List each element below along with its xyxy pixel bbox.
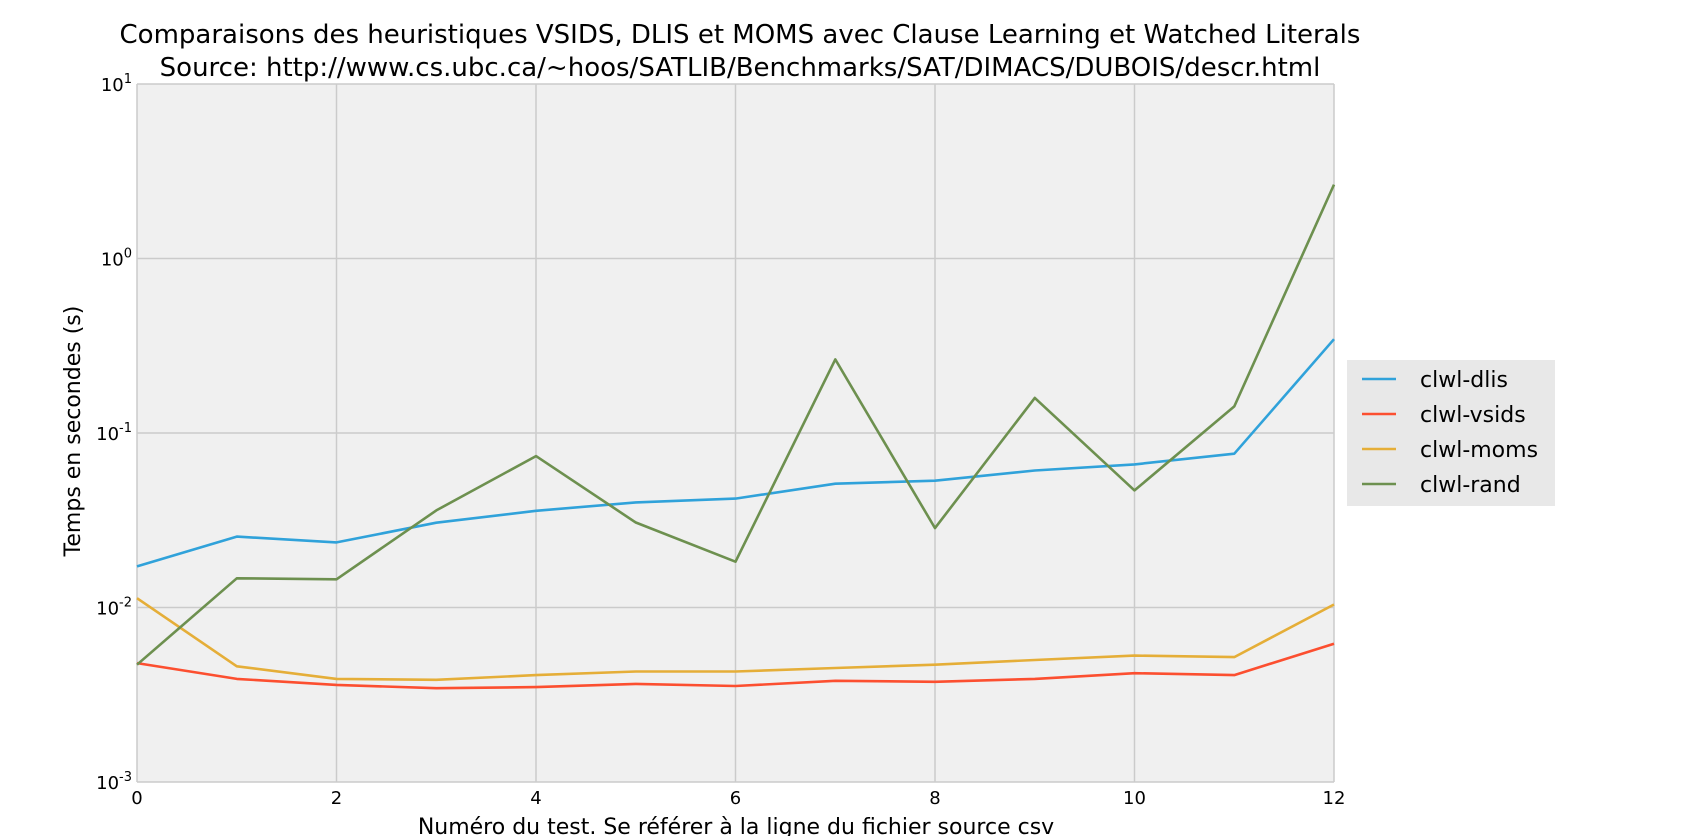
x-tick-labels: 0 2 4 6 8 10 12 [131, 788, 1345, 809]
legend-label: clwl-vsids [1420, 403, 1526, 428]
series-line-clwl-dlis [136, 338, 1335, 568]
legend-box [1347, 360, 1555, 506]
x-tick-label: 6 [730, 788, 741, 809]
chart-title: Comparaisons des heuristiques VSIDS, DLI… [120, 20, 1361, 50]
x-tick-label: 8 [929, 788, 940, 809]
series-line-clwl-vsids [136, 642, 1335, 690]
y-tick-label: 100 [101, 247, 132, 271]
x-tick-label: 2 [331, 788, 342, 809]
x-axis-label: Numéro du test. Se référer à la ligne du… [418, 815, 1054, 836]
legend-label: clwl-moms [1420, 438, 1538, 463]
series-line-clwl-moms [136, 597, 1335, 682]
grid-lines [136, 83, 1335, 783]
legend: clwl-dlis clwl-vsids clwl-moms clwl-rand [1347, 360, 1555, 506]
x-tick-label: 12 [1323, 788, 1346, 809]
legend-label: clwl-dlis [1420, 368, 1508, 393]
series-line-clwl-rand [136, 184, 1336, 666]
series-lines [136, 184, 1336, 690]
chart-subtitle: Source: http://www.cs.ubc.ca/~hoos/SATLI… [160, 53, 1321, 83]
y-tick-label: 10-3 [96, 770, 132, 794]
legend-label: clwl-rand [1420, 473, 1521, 498]
x-tick-label: 4 [530, 788, 541, 809]
y-tick-label: 101 [101, 72, 132, 96]
y-tick-label: 10-2 [96, 596, 132, 620]
y-axis-label: Temps en secondes (s) [61, 306, 86, 558]
x-tick-label: 10 [1123, 788, 1146, 809]
y-tick-label: 10-1 [96, 421, 132, 445]
y-tick-labels: 10-3 10-2 10-1 100 101 [96, 72, 132, 794]
x-tick-label: 0 [131, 788, 142, 809]
